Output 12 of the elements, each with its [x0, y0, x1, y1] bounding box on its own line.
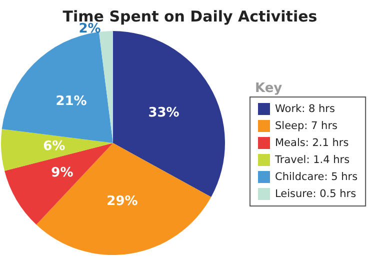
- data-label: 33%: [148, 105, 180, 120]
- data-label: 29%: [106, 194, 138, 209]
- legend-label: Childcare: 5 hrs: [275, 171, 358, 183]
- legend-title: Key: [255, 81, 283, 96]
- legend-label: Leisure: 0.5 hrs: [275, 188, 356, 200]
- legend-label: Sleep: 7 hrs: [275, 120, 338, 132]
- legend-label: Travel: 1.4 hrs: [274, 154, 350, 166]
- data-label: 6%: [43, 139, 66, 154]
- data-label: 9%: [51, 166, 74, 181]
- legend-label: Meals: 2.1 hrs: [275, 137, 349, 149]
- data-label: 21%: [56, 94, 87, 109]
- legend-label: Work: 8 hrs: [275, 103, 335, 115]
